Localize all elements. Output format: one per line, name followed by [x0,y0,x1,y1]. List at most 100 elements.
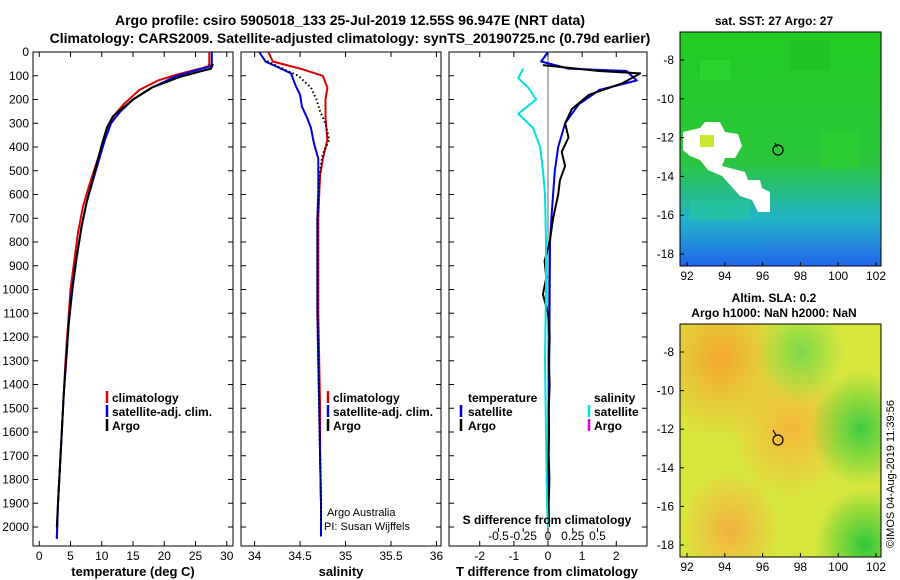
map-y-tick-label: -14 [657,461,675,475]
salinity-series [258,51,331,537]
s-difference-label: S difference from climatology [463,513,632,527]
legend-label-t-satellite: satellite [468,405,513,419]
sla-map-x-ticks: 92 94 96 98 100 102 [680,553,886,574]
map-y-tick-label: -18 [657,247,675,261]
x-tick-label: 15 [126,549,140,563]
map-x-tick-label: 94 [718,560,732,574]
sla-anomaly-low [680,324,881,557]
depth-tick-label: 1400 [2,378,29,392]
temperature-legend: climatology satellite-adj. clim. Argo [105,391,212,433]
map-x-tick-label: 98 [794,560,808,574]
map-x-tick-label: 92 [680,269,694,283]
difference-legend: temperature satellite Argo salinity sate… [459,391,639,433]
legend-title-temperature: temperature [468,391,538,405]
s-tick-label: -0.5 [488,529,509,543]
sla-map-y-ticks: -8 -10 -12 -14 -16 -18 [657,345,684,552]
depth-axis-labels: 0 100 200 300 400 500 600 700 800 900 1000 1100 1200… [2,45,29,534]
temperature-panel: 0 5 10 15 20 25 30 temperature (deg C) climato… [32,51,234,579]
legend-label-climatology: climatology [112,391,179,405]
x-tick-label: 35.5 [379,549,403,563]
depth-tick-label: 1100 [3,306,29,320]
chart-title-line2: Climatology: CARS2009. Satellite-adjuste… [50,30,651,46]
legend-label-s-satellite: satellite [594,405,639,419]
series-salinity-satellite [517,68,549,528]
legend-label-climatology: climatology [333,391,400,405]
temperature-plot-frame [32,51,234,547]
salinity-x-label: salinity [319,564,365,579]
credit-pi: PI: Susan Wijffels [324,521,410,533]
t-difference-x-label: T difference from climatology [456,564,639,579]
depth-tick-label: 300 [9,116,29,130]
x-tick-label: 34 [248,549,262,563]
float-track [774,142,778,148]
depth-tick-label: 200 [9,93,29,107]
sst-map-x-ticks: 92 94 96 98 100 102 [680,262,886,283]
footer-timestamp: ©IMOS 04-Aug-2019 11:39:56 [885,400,897,548]
depth-tick-label: 1700 [2,449,29,463]
credit-argo-australia: Argo Australia [327,507,396,519]
map-y-tick-label: -16 [657,208,675,222]
depth-tick-label: 1000 [2,283,29,297]
depth-tick-label: 700 [9,211,29,225]
float-location-marker [772,144,784,156]
depth-tick-label: 800 [9,235,29,249]
map-x-tick-label: 92 [680,560,694,574]
x-tick-label: 35 [339,549,353,563]
sla-map-title-line2: Argo h1000: NaN h2000: NaN [691,306,856,320]
depth-tick-label: 1600 [2,425,29,439]
series-temperature-argo [541,64,642,528]
depth-tick-label: 1200 [2,330,29,344]
map-y-tick-label: -16 [657,499,675,513]
s-tick-label: 0.5 [589,529,606,543]
x-tick-label: 20 [158,549,172,563]
map-y-tick-label: -18 [657,538,675,552]
map-x-tick-label: 100 [828,560,848,574]
chart-title-line1: Argo profile: csiro 5905018_133 25-Jul-2… [115,12,585,28]
legend-label-argo: Argo [333,419,361,433]
sst-patches [690,40,860,220]
series-argo [55,63,214,528]
salinity-panel: 34 34.5 35 35.5 36 salinity climatology sate… [240,51,444,579]
sst-map-marker [772,142,784,156]
depth-tick-label: 600 [9,188,29,202]
map-x-tick-label: 96 [756,269,770,283]
s-tick-label: -0.25 [510,529,538,543]
sst-patch [700,60,730,80]
sst-patch [690,200,750,220]
map-y-tick-label: -10 [657,92,675,106]
map-x-tick-label: 102 [866,560,886,574]
salinity-x-ticks: 34 34.5 35 35.5 36 [241,51,444,563]
temperature-series [55,52,214,539]
depth-tick-label: 1500 [2,401,29,415]
map-x-tick-label: 98 [794,269,808,283]
float-track [772,429,777,436]
sst-map-title: sat. SST: 27 Argo: 27 [715,14,834,28]
x-tick-label: 36 [430,549,444,563]
sst-map-y-ticks: -8 -10 -12 -14 -16 -18 [657,53,684,261]
map-y-tick-label: -8 [663,345,674,359]
depth-tick-label: 500 [9,164,29,178]
sla-map-frame [679,323,882,558]
sla-map: Altim. SLA: 0.2 Argo h1000: NaN h2000: N… [657,291,887,574]
map-x-tick-label: 96 [756,560,770,574]
difference-series [517,51,642,528]
sst-map: sat. SST: 27 Argo: 27 -8-10-12-14-16-18 … [657,14,887,283]
sla-map-title-line1: Altim. SLA: 0.2 [732,291,817,305]
s-difference-ticks: -0.5 -0.25 0 0.25 0.5 [488,52,606,546]
series-argo [263,58,331,527]
sla-map-marker [772,429,784,446]
x-tick-label: -1 [509,549,520,563]
sst-warm-spot [700,135,714,147]
legend-label-argo: Argo [112,419,140,433]
depth-tick-label: 1300 [2,354,29,368]
x-tick-label: 10 [95,549,109,563]
x-tick-label: 0 [36,549,43,563]
x-tick-label: 30 [220,549,234,563]
legend-label-t-argo: Argo [468,419,496,433]
depth-tick-label: 400 [9,140,29,154]
x-tick-label: -2 [474,549,485,563]
x-tick-label: 2 [613,549,620,563]
s-tick-label: 0.25 [561,529,585,543]
salinity-plot-frame [240,51,442,547]
